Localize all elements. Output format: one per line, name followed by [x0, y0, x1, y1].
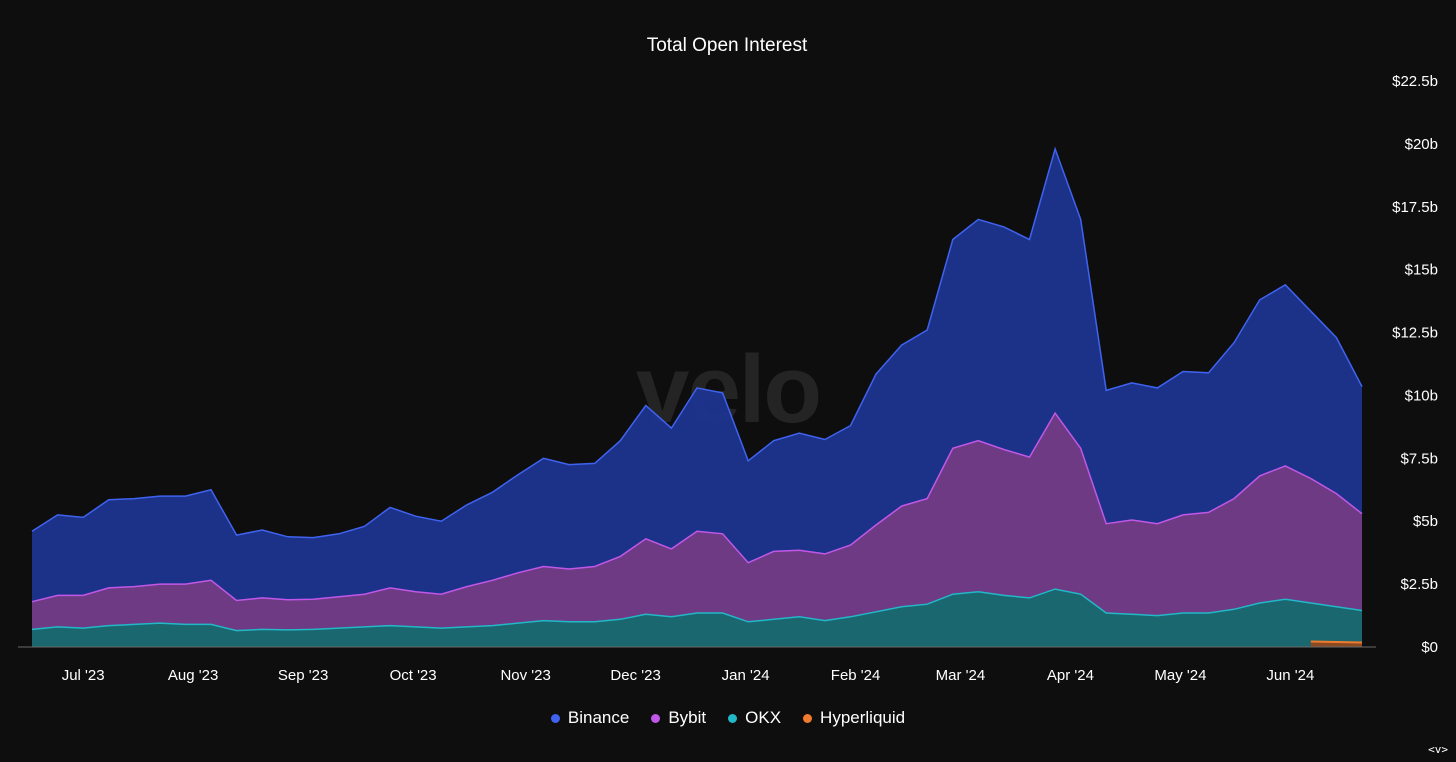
legend-label: OKX — [745, 708, 782, 727]
line-binance — [31, 146, 1363, 539]
series-areas — [31, 146, 1363, 647]
legend-dot-icon — [803, 713, 813, 723]
x-tick-label: Oct '23 — [390, 667, 437, 684]
legend-dot-icon — [550, 713, 560, 723]
y-tick-label: $5b — [1413, 513, 1438, 530]
y-tick-label: $7.5b — [1400, 450, 1438, 467]
x-tick-label: Dec '23 — [610, 667, 660, 684]
y-axis: $0 $2.5b $5b $7.5b $10b $12.5b $15b $17.5b $20b $… — [1392, 73, 1438, 656]
chart-title: Total Open Interest — [647, 35, 808, 56]
y-tick-label: $12.5b — [1392, 325, 1438, 342]
area-bybit — [32, 413, 1362, 631]
y-tick-label: $2.5b — [1400, 576, 1438, 593]
legend-dot-icon — [651, 713, 661, 723]
area-okx — [32, 589, 1362, 647]
x-tick-label: Jan '24 — [722, 667, 770, 684]
x-axis: Jul '23 Aug '23 Sep '23 Oct '23 Nov '23 Dec '… — [18, 646, 1376, 684]
line-okx — [31, 588, 1363, 632]
legend-item-okx[interactable]: OKX — [728, 708, 781, 728]
x-tick-label: May '24 — [1154, 667, 1206, 684]
y-tick-label: $0 — [1421, 639, 1438, 656]
y-tick-label: $20b — [1405, 136, 1438, 153]
y-tick-label: $10b — [1405, 387, 1438, 404]
x-tick-label: Aug '23 — [168, 667, 218, 684]
x-tick-label: Feb '24 — [831, 667, 881, 684]
legend-label: Bybit — [668, 708, 707, 727]
x-tick-label: Sep '23 — [278, 667, 328, 684]
legend-label: Binance — [567, 708, 630, 727]
x-tick-label: Jun '24 — [1266, 667, 1314, 684]
expand-toggle-icon[interactable]: <v> — [1428, 743, 1448, 756]
x-tick-label: Apr '24 — [1047, 667, 1094, 684]
line-bybit — [31, 411, 1363, 603]
open-interest-chart: Total Open Interest velo $0$2.5b$5b$7.5b… — [18, 35, 1438, 684]
y-tick-label: $15b — [1405, 262, 1438, 279]
legend: Binance Bybit OKX Hyperliquid — [0, 708, 1456, 728]
y-tick-label: $17.5b — [1392, 199, 1438, 216]
line-hyperliquid — [1310, 640, 1363, 644]
legend-item-bybit[interactable]: Bybit — [651, 708, 706, 728]
y-tick-label: $22.5b — [1392, 73, 1438, 90]
x-tick-label: Jul '23 — [62, 667, 105, 684]
legend-item-binance[interactable]: Binance — [550, 708, 630, 728]
x-tick-label: Nov '23 — [500, 667, 550, 684]
area-binance — [32, 148, 1362, 602]
legend-dot-icon — [728, 713, 738, 723]
legend-label: Hyperliquid — [820, 708, 906, 727]
x-tick-label: Mar '24 — [936, 667, 986, 684]
legend-item-hyperliquid[interactable]: Hyperliquid — [803, 708, 905, 728]
